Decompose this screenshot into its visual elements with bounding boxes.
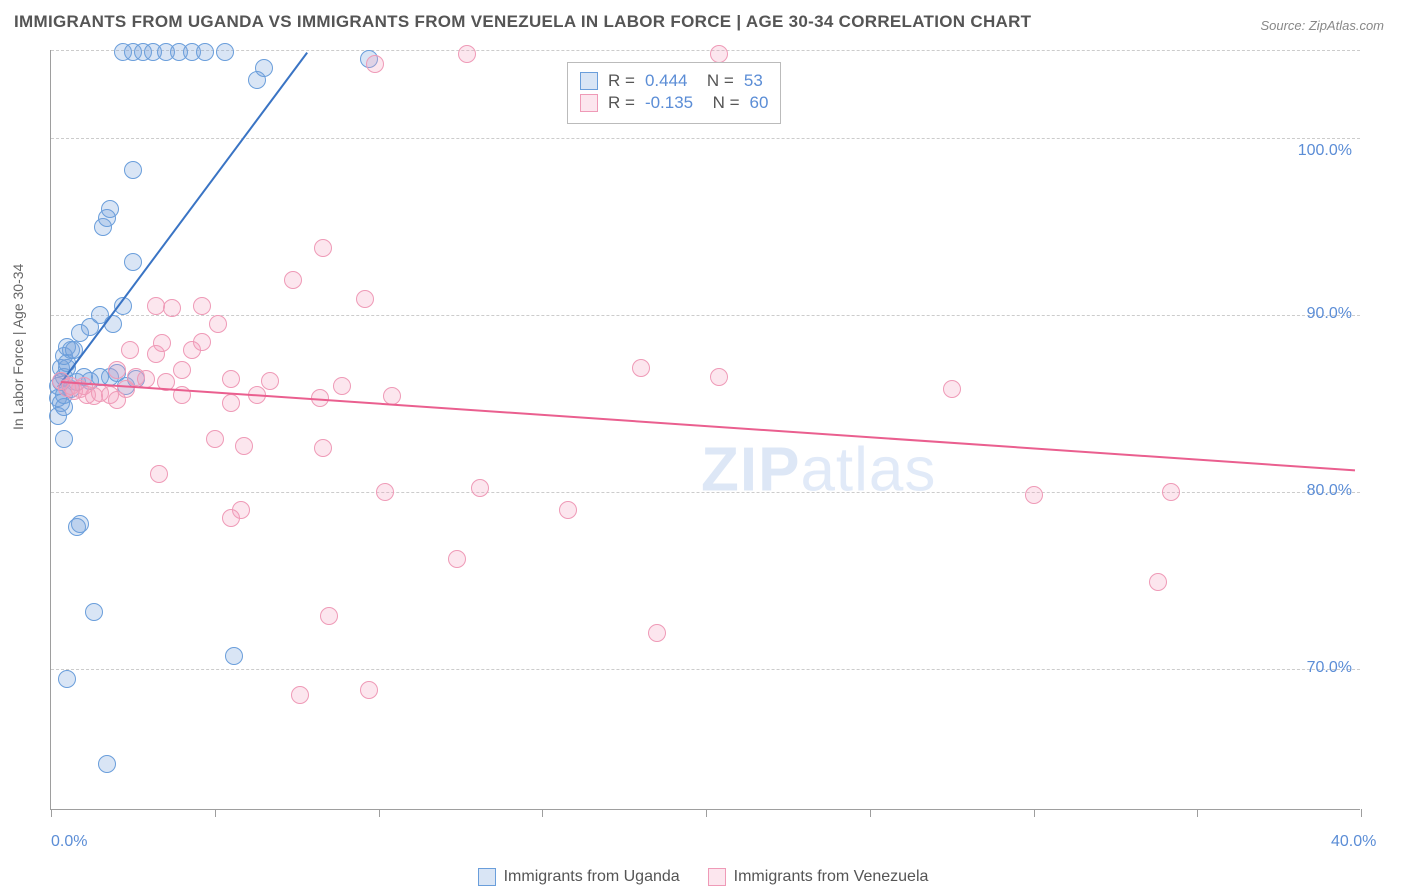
data-point [320, 607, 338, 625]
correlation-stats-box: R = 0.444 N = 53R = -0.135 N = 60 [567, 62, 781, 124]
gridline-h [51, 138, 1360, 139]
stat-r-label: R = [608, 93, 635, 113]
data-point [225, 647, 243, 665]
x-tick [51, 809, 52, 817]
legend-swatch-venezuela [708, 868, 726, 886]
data-point [648, 624, 666, 642]
data-point [216, 43, 234, 61]
y-tick-label: 80.0% [1307, 482, 1352, 500]
data-point [376, 483, 394, 501]
data-point [153, 334, 171, 352]
data-point [314, 439, 332, 457]
chart-title: IMMIGRANTS FROM UGANDA VS IMMIGRANTS FRO… [14, 12, 1031, 32]
data-point [58, 670, 76, 688]
legend-label-venezuela: Immigrants from Venezuela [734, 868, 929, 886]
stat-n-value: 60 [750, 93, 769, 113]
stat-n-value: 53 [744, 71, 763, 91]
data-point [261, 372, 279, 390]
data-point [101, 200, 119, 218]
data-point [710, 368, 728, 386]
x-tick [1034, 809, 1035, 817]
data-point [360, 681, 378, 699]
data-point [209, 315, 227, 333]
data-point [124, 253, 142, 271]
data-point [108, 361, 126, 379]
bottom-legend: Immigrants from Uganda Immigrants from V… [0, 868, 1406, 886]
data-point [471, 479, 489, 497]
source-label: Source: ZipAtlas.com [1260, 18, 1384, 33]
stat-r-label: R = [608, 71, 635, 91]
data-point [222, 370, 240, 388]
x-tick [379, 809, 380, 817]
data-point [943, 380, 961, 398]
stat-r-value: 0.444 [645, 71, 688, 91]
data-point [55, 430, 73, 448]
data-point [710, 45, 728, 63]
data-point [255, 59, 273, 77]
data-point [1025, 486, 1043, 504]
data-point [235, 437, 253, 455]
data-point [121, 341, 139, 359]
data-point [448, 550, 466, 568]
x-tick [215, 809, 216, 817]
x-tick [870, 809, 871, 817]
data-point [632, 359, 650, 377]
stat-n-label: N = [703, 93, 739, 113]
x-tick-label: 40.0% [1331, 833, 1376, 851]
data-point [222, 394, 240, 412]
data-point [559, 501, 577, 519]
gridline-h [51, 315, 1360, 316]
watermark: ZIPatlas [701, 435, 936, 506]
stat-row: R = -0.135 N = 60 [580, 93, 768, 113]
trend-line [57, 52, 308, 387]
data-point [163, 299, 181, 317]
data-point [356, 290, 374, 308]
x-tick [706, 809, 707, 817]
data-point [206, 430, 224, 448]
data-point [124, 161, 142, 179]
scatter-plot-area: ZIPatlas 70.0%80.0%90.0%100.0%0.0%40.0% [50, 50, 1360, 810]
x-tick [1197, 809, 1198, 817]
stat-row: R = 0.444 N = 53 [580, 71, 768, 91]
data-point [150, 465, 168, 483]
stat-swatch [580, 94, 598, 112]
data-point [85, 603, 103, 621]
legend-label-uganda: Immigrants from Uganda [504, 868, 680, 886]
data-point [366, 55, 384, 73]
stat-swatch [580, 72, 598, 90]
data-point [137, 370, 155, 388]
legend-item-venezuela: Immigrants from Venezuela [708, 868, 929, 886]
stat-r-value: -0.135 [645, 93, 693, 113]
data-point [314, 239, 332, 257]
gridline-h [51, 669, 1360, 670]
data-point [1162, 483, 1180, 501]
data-point [193, 333, 211, 351]
stat-n-label: N = [697, 71, 733, 91]
x-tick [542, 809, 543, 817]
gridline-h [51, 50, 1360, 51]
data-point [147, 297, 165, 315]
y-tick-label: 70.0% [1307, 659, 1352, 677]
data-point [222, 509, 240, 527]
data-point [284, 271, 302, 289]
data-point [62, 377, 80, 395]
legend-item-uganda: Immigrants from Uganda [478, 868, 680, 886]
data-point [193, 297, 211, 315]
data-point [173, 361, 191, 379]
data-point [458, 45, 476, 63]
data-point [196, 43, 214, 61]
data-point [71, 515, 89, 533]
y-axis-title: In Labor Force | Age 30-34 [10, 264, 26, 430]
x-tick [1361, 809, 1362, 817]
x-tick-label: 0.0% [51, 833, 87, 851]
data-point [1149, 573, 1167, 591]
legend-swatch-uganda [478, 868, 496, 886]
data-point [98, 755, 116, 773]
y-tick-label: 100.0% [1298, 142, 1352, 160]
data-point [333, 377, 351, 395]
data-point [291, 686, 309, 704]
y-tick-label: 90.0% [1307, 305, 1352, 323]
